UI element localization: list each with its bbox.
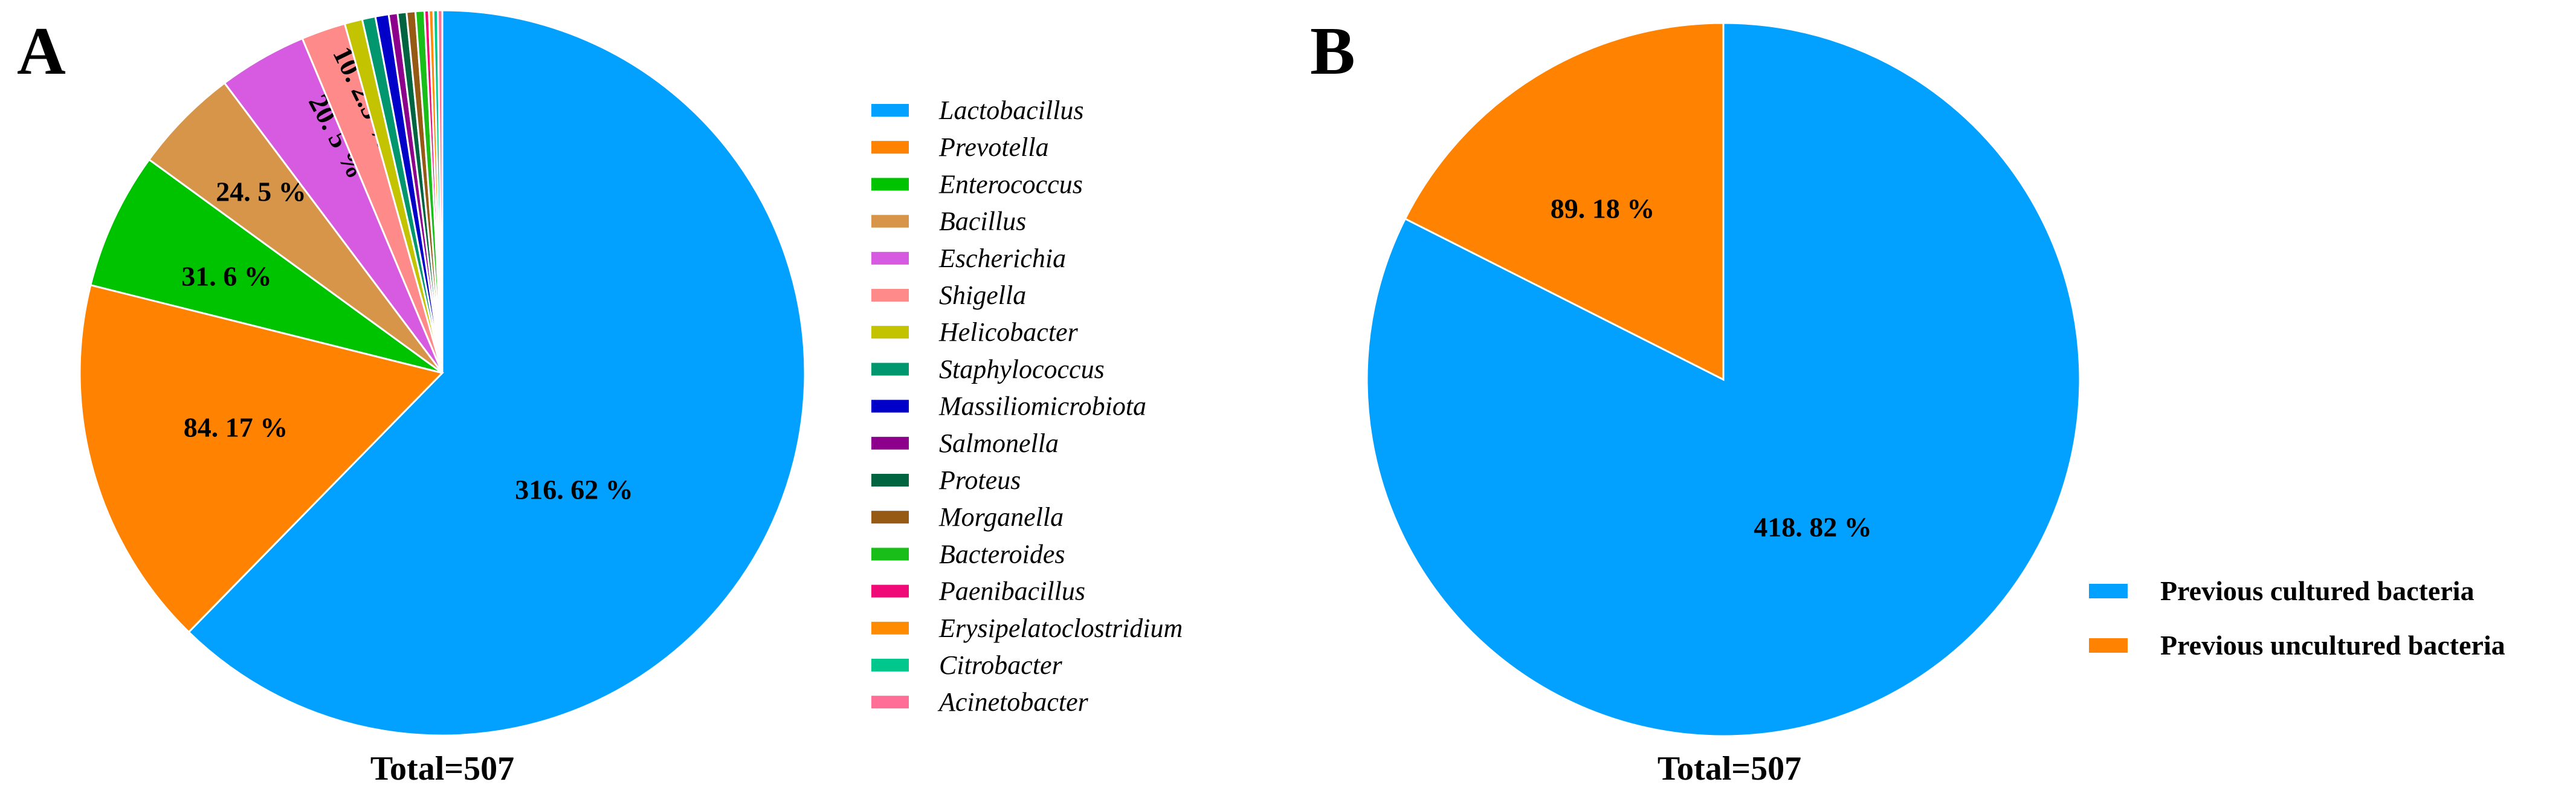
legend-swatch-citrobacter <box>871 659 909 671</box>
legend-entry-citrobacter: Citrobacter <box>939 650 1063 680</box>
panel-letter-b: B <box>1310 14 1355 89</box>
legend-swatch-staphylococcus <box>871 363 909 376</box>
pie-slice-prevotella <box>79 283 444 633</box>
legend-entry-acinetobacter: Acinetobacter <box>937 687 1089 717</box>
pie-slice-enterococcus <box>89 158 443 374</box>
legend-entry-bacteroides: Bacteroides <box>939 539 1065 569</box>
legend-swatch-previous-uncultured-bacteria <box>2089 638 2128 653</box>
total-label-b: Total=507 <box>1658 750 1801 787</box>
legend-entry-previous-cultured-bacteria: Previous cultured bacteria <box>2160 575 2474 606</box>
slice-label-lactobacillus: 316. 62 % <box>515 474 633 505</box>
legend-entry-morganella: Morganella <box>938 502 1064 532</box>
legend-entry-enterococcus: Enterococcus <box>938 169 1083 199</box>
legend-swatch-massiliomicrobiota <box>871 399 909 413</box>
legend-entry-helicobacter: Helicobacter <box>938 317 1079 347</box>
legend-entry-prevotella: Prevotella <box>938 132 1049 162</box>
legend-swatch-lactobacillus <box>871 104 909 117</box>
legend-entry-lactobacillus: Lactobacillus <box>938 95 1084 125</box>
slice-label-bacillus: 24. 5 % <box>216 176 306 207</box>
legend-entry-bacillus: Bacillus <box>939 207 1026 236</box>
legend-swatch-enterococcus <box>871 178 909 191</box>
pie-slice-lactobacillus <box>187 9 806 737</box>
legend-entry-paenibacillus: Paenibacillus <box>938 577 1085 606</box>
pie-slice-bacillus <box>147 82 444 374</box>
legend-swatch-bacillus <box>871 215 909 228</box>
legend-swatch-prevotella <box>871 141 909 154</box>
legend-swatch-previous-cultured-bacteria <box>2089 584 2128 598</box>
pie-slice-acinetobacter <box>437 9 444 374</box>
legend-swatch-paenibacillus <box>871 584 909 598</box>
legend-swatch-erysipelatoclostridium <box>871 621 909 635</box>
slice-label-previous-cultured-bacteria: 418. 82 % <box>1754 512 1872 543</box>
legend-entry-staphylococcus: Staphylococcus <box>939 354 1105 384</box>
legend-swatch-helicobacter <box>871 326 909 339</box>
legend-entry-massiliomicrobiota: Massiliomicrobiota <box>938 392 1146 421</box>
total-label-a: Total=507 <box>370 750 514 787</box>
legend-swatch-proteus <box>871 474 909 487</box>
legend-entry-escherichia: Escherichia <box>938 244 1066 273</box>
slice-label-previous-uncultured-bacteria: 89. 18 % <box>1551 193 1655 224</box>
legend-entry-proteus: Proteus <box>938 465 1021 495</box>
pie-slice-previous-uncultured-bacteria <box>1404 22 1725 381</box>
legend-swatch-morganella <box>871 511 909 524</box>
legend-entry-salmonella: Salmonella <box>939 428 1059 458</box>
pie-chart-a: 316. 62 %84. 17 %31. 6 %24. 5 %20. 5 %10… <box>79 9 806 737</box>
legend-a: Lactobacillus Prevotella Enterococcus Bacil… <box>871 95 1183 717</box>
slice-label-enterococcus: 31. 6 % <box>181 261 272 292</box>
legend-entry-erysipelatoclostridium: Erysipelatoclostridium <box>938 613 1183 643</box>
legend-b: Previous cultured bacteria Previous uncul… <box>2089 575 2505 661</box>
legend-swatch-shigella <box>871 289 909 302</box>
legend-entry-shigella: Shigella <box>939 280 1026 310</box>
slice-label-prevotella: 84. 17 % <box>184 412 288 443</box>
legend-swatch-escherichia <box>871 251 909 265</box>
legend-swatch-salmonella <box>871 436 909 450</box>
legend-swatch-acinetobacter <box>871 696 909 709</box>
panel-letter-a: A <box>17 14 66 89</box>
legend-swatch-bacteroides <box>871 548 909 561</box>
legend-entry-previous-uncultured-bacteria: Previous uncultured bacteria <box>2160 630 2505 661</box>
pie-chart-b: 418. 82 % 89. 18 % <box>1366 22 2081 737</box>
